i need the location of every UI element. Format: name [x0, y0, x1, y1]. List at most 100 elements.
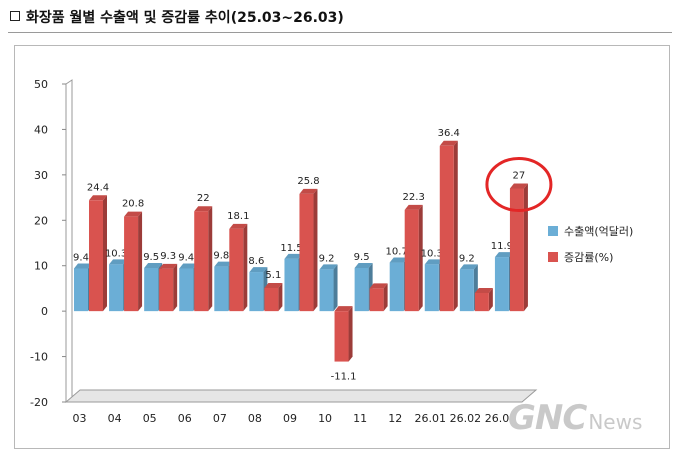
bar-export [74, 268, 88, 312]
bar-growth-top [439, 140, 458, 146]
bar-growth [334, 311, 349, 362]
bar-growth-side [208, 206, 213, 312]
title-checkbox-icon [10, 11, 20, 21]
bar-export-side [333, 264, 338, 312]
x-tick-label: 26.03 [485, 412, 517, 425]
bar-growth-side [383, 283, 388, 312]
data-label-growth: 5.1 [265, 270, 281, 281]
watermark-logo: GNC News [508, 398, 642, 438]
y-tick-label: 50 [34, 78, 48, 91]
bar-export-top [354, 262, 373, 268]
bar-growth [89, 200, 103, 312]
x-tick-label: 05 [143, 412, 157, 425]
data-label-export: 9.2 [459, 253, 475, 264]
bar-growth-top [509, 183, 528, 189]
y-tick-label: 40 [34, 123, 48, 136]
data-label-export: 10.3 [105, 248, 127, 259]
x-tick-label: 10 [318, 412, 332, 425]
bar-export-top [214, 261, 233, 267]
data-label-growth: 9.3 [160, 251, 176, 262]
data-label-growth: -11.1 [331, 372, 357, 383]
bar-growth-top [474, 287, 493, 293]
bar-export [354, 267, 369, 312]
bar-growth-side [138, 211, 143, 312]
bar-growth [264, 287, 279, 312]
data-label-growth: 24.4 [87, 182, 109, 193]
bar-export [249, 272, 264, 312]
data-label-export: 9.4 [73, 252, 89, 263]
bar-growth-side [418, 204, 423, 312]
data-label-growth: 27 [513, 170, 526, 181]
bar-export [389, 262, 404, 312]
bar-growth-side [243, 223, 248, 312]
chart-title: 화장품 월별 수출액 및 증감률 추이(25.03~26.03) [26, 10, 344, 26]
data-label-export: 9.2 [319, 253, 335, 264]
legend: 수출액(억달러) 증감률(%) [548, 222, 633, 274]
legend-swatch-growth [548, 252, 558, 262]
x-tick-label: 03 [73, 412, 87, 425]
data-label-export: 9.5 [143, 252, 159, 263]
watermark-suffix: News [588, 410, 643, 434]
bar-growth [124, 216, 139, 312]
data-label-growth: 20.8 [122, 199, 144, 210]
data-label-export: 11.5 [280, 243, 302, 254]
x-tick-label: 26.02 [450, 412, 482, 425]
title-divider [8, 32, 672, 33]
bar-growth-side [313, 188, 318, 312]
bar-growth-side [103, 195, 107, 312]
bar-growth [474, 292, 489, 312]
bar-growth-top [299, 188, 318, 194]
bar-growth [509, 188, 524, 312]
data-label-growth: 22.3 [403, 192, 425, 203]
bar-growth [404, 209, 419, 312]
legend-label-growth: 증감률(%) [564, 251, 614, 264]
bar-growth-side [453, 140, 458, 312]
bar-export [144, 267, 159, 312]
data-label-export: 9.8 [213, 251, 229, 262]
x-tick-label: 11 [353, 412, 367, 425]
data-label-export: 8.6 [248, 256, 264, 267]
y-tick-label: 20 [34, 214, 48, 227]
x-tick-label: 26.01 [415, 412, 447, 425]
bar-growth [229, 228, 244, 312]
bar-export [319, 269, 334, 312]
legend-swatch-export [548, 226, 558, 236]
bar-export-top [459, 264, 478, 270]
bar-growth-side [348, 306, 353, 362]
legend-item-export: 수출액(억달러) [548, 222, 633, 240]
bar-export-top [424, 259, 443, 265]
x-tick-label: 06 [178, 412, 192, 425]
bar-growth [299, 193, 314, 312]
bar-growth-top [264, 282, 283, 288]
bar-export-top [74, 263, 92, 269]
bar-growth-side [488, 287, 493, 312]
bar-growth-top [124, 211, 143, 217]
data-label-growth: 36.4 [438, 128, 460, 139]
bar-growth-top [194, 206, 213, 212]
data-label-export: 10.3 [421, 248, 443, 259]
bar-growth [194, 211, 209, 312]
y-tick-label: 0 [41, 305, 48, 318]
bar-growth-top [334, 306, 353, 312]
x-tick-label: 09 [283, 412, 297, 425]
data-label-growth: 25.8 [297, 176, 319, 187]
bar-export-top [389, 257, 408, 263]
data-label-growth: 18.1 [227, 211, 249, 222]
chart-floor [64, 389, 538, 403]
watermark-brand: GNC [508, 398, 587, 438]
bar-export [284, 258, 299, 312]
y-tick-label: 30 [34, 169, 48, 182]
x-tick-label: 04 [108, 412, 122, 425]
bar-export [109, 264, 124, 312]
bar-export [424, 264, 439, 312]
bar-export [214, 266, 229, 312]
chart-frame [14, 45, 670, 449]
legend-item-growth: 증감률(%) [548, 248, 633, 266]
bar-export-top [319, 264, 338, 270]
bar-growth [439, 145, 454, 312]
bar-growth-side [278, 282, 283, 312]
x-tick-label: 07 [213, 412, 227, 425]
data-label-export: 10.7 [386, 247, 408, 258]
chart-side-wall [65, 79, 73, 403]
